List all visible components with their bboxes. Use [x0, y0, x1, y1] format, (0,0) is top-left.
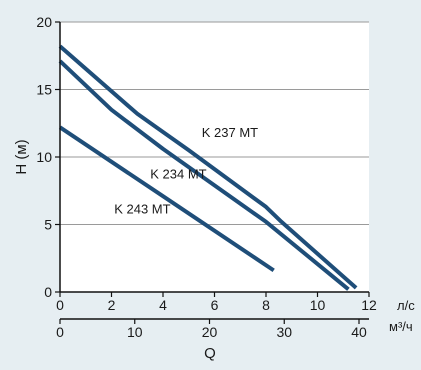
x-tick-label: 4	[159, 297, 167, 313]
x2-tick-label: 30	[276, 324, 292, 340]
x2-unit-label: м³/ч	[389, 319, 413, 334]
x-tick-label: 6	[211, 297, 219, 313]
y-axis-title: H (м)	[13, 139, 30, 174]
x-axis-title: Q	[204, 345, 216, 362]
y-tick-label: 10	[36, 149, 52, 165]
axes-group: 0 5 10 15 20 0 2 4 6 8 10 12 л/с 0 10 20 30 40 м³/ч Q H (м)	[13, 14, 415, 362]
x-tick-label: 0	[56, 297, 64, 313]
labels-group: K 237 MT K 234 MT K 243 MT	[114, 125, 258, 217]
x2-tick-label: 40	[351, 324, 367, 340]
x2-tick-label: 10	[127, 324, 143, 340]
series-group	[58, 44, 358, 291]
series-label-1: K 237 MT	[202, 125, 258, 140]
x-tick-label: 12	[361, 297, 377, 313]
x-tick-label: 8	[262, 297, 270, 313]
series-label-2: K 234 MT	[150, 167, 206, 182]
series-line-3	[58, 125, 275, 273]
y-tick-label: 20	[36, 14, 52, 30]
x-tick-label: 2	[108, 297, 116, 313]
series-line-2	[58, 59, 350, 291]
y-tick-label: 15	[36, 82, 52, 98]
y-tick-label: 0	[44, 284, 52, 300]
x2-tick-label: 20	[202, 324, 218, 340]
series-label-3: K 243 MT	[114, 202, 170, 217]
x2-tick-label: 0	[56, 324, 64, 340]
x-tick-label: 10	[310, 297, 326, 313]
series-line-1	[58, 44, 358, 290]
x-unit-label: л/с	[397, 298, 415, 313]
y-tick-label: 5	[44, 217, 52, 233]
